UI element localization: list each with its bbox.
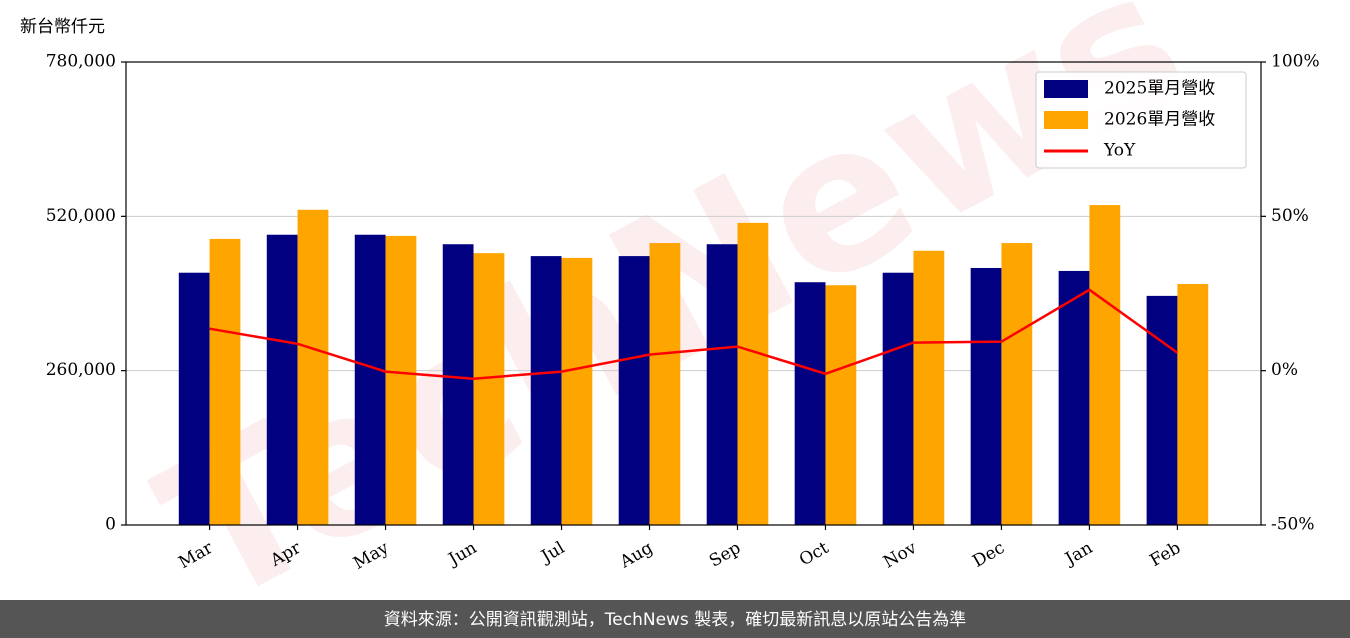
y2-tick-label: -50% [1271,515,1315,535]
bar [1089,205,1121,526]
bar [473,253,505,525]
footer-bar [0,600,1350,638]
bar [209,238,241,525]
bar [649,243,681,526]
plot-frame [125,61,1262,526]
legend-label: YoY [1103,141,1136,161]
bar [1058,270,1090,525]
bar [354,234,386,525]
y-tick-label: 0 [105,515,116,535]
x-tick-label: Sep [706,538,744,572]
y-tick-label: 780,000 [46,52,116,72]
bar [530,256,562,525]
bar [178,272,210,525]
legend-label: 2025單月營收 [1104,79,1215,99]
bar [1001,243,1033,526]
unit-label: 新台幣仟元 [20,17,105,37]
bar [561,257,593,525]
bar [913,250,945,525]
bar [1177,284,1209,525]
legend-swatch [1044,111,1088,129]
y-tick-label: 260,000 [46,360,116,380]
bar [385,235,417,525]
bar [442,244,474,525]
y2-tick-label: 100% [1271,52,1320,72]
bar [297,209,329,526]
bar [970,267,1002,525]
x-tick-label: Jul [536,538,568,568]
y2-tick-label: 0% [1271,360,1298,380]
bar [737,222,769,525]
x-tick-label: Nov [880,538,920,573]
bar [825,285,857,525]
x-tick-label: Jun [444,538,481,571]
x-tick-label: Feb [1147,538,1185,571]
x-tick-label: Oct [796,538,832,571]
y-tick-label: 520,000 [46,206,116,226]
bar [882,272,914,525]
legend-swatch [1044,80,1088,98]
bar [266,234,298,525]
x-tick-label: Jan [1060,538,1096,570]
bar [1146,295,1178,525]
x-tick-label: Aug [616,538,657,573]
bar [706,244,738,525]
y2-tick-label: 50% [1271,206,1309,226]
x-tick-label: Dec [969,538,1008,572]
line [209,288,1179,380]
bar [794,282,826,525]
bar [618,256,650,525]
legend-box [1035,71,1247,169]
legend-label: 2026單月營收 [1104,110,1215,130]
footer: 資料來源：公開資訊觀測站，TechNews 製表，確切最新訊息以原站公告為準 [384,610,966,630]
